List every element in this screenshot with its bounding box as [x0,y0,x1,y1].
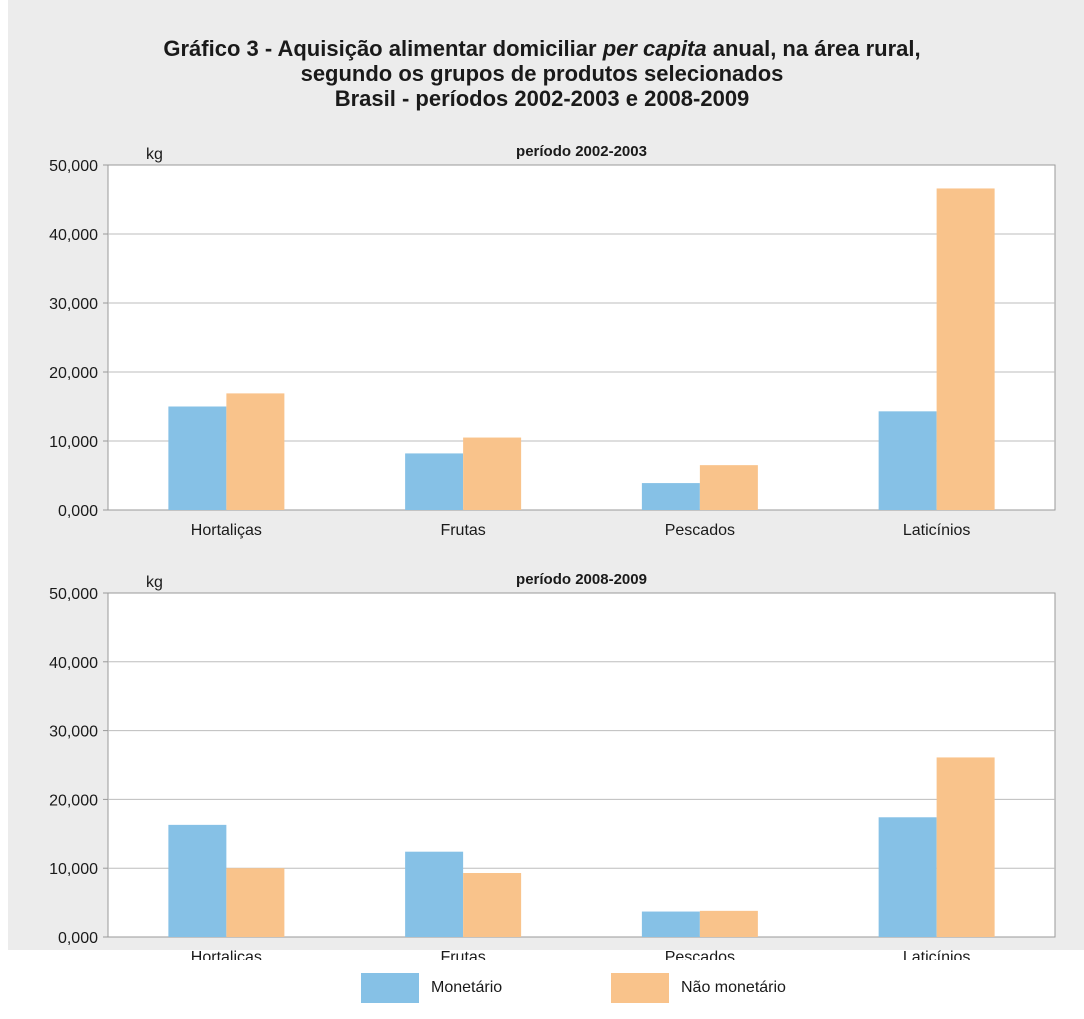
bar-monetario [879,411,937,510]
legend-swatch-monetario [361,973,419,1003]
legend-item-nao-monetario: Não monetário [611,970,786,1006]
x-tick-label: Frutas [440,522,485,539]
bar-monetario [405,453,463,510]
y-tick-label: 0,000 [58,503,98,520]
legend-item-monetario: Monetário [361,970,502,1006]
x-tick-label: Hortaliças [191,949,262,960]
chart-title-2: período 2008-2009 [516,571,647,588]
bar-monetario [642,483,700,510]
y-tick-label: 10,000 [49,861,98,878]
bar-monetario [879,817,937,937]
x-tick-label: Laticínios [903,949,971,960]
y-tick-label: 30,000 [49,296,98,313]
bar-monetario [168,407,226,511]
bar-nao-monetario [937,188,995,510]
bar-nao-monetario [937,757,995,937]
y-axis-unit-label: kg [146,146,163,163]
y-tick-label: 50,000 [49,158,98,175]
bar-monetario [405,852,463,937]
y-tick-label: 0,000 [58,930,98,947]
bar-nao-monetario [700,911,758,937]
bar-nao-monetario [463,873,521,937]
x-tick-label: Hortaliças [191,522,262,539]
legend-label-nao-monetario: Não monetário [681,979,786,997]
bar-nao-monetario [700,465,758,510]
bar-monetario [642,912,700,937]
charts-svg: 0,000 10,000 20,000 30,000 40,000 50,000 kg per… [0,0,1084,960]
x-tick-label: Pescados [665,949,735,960]
bar-nao-monetario [463,438,521,510]
x-tick-label: Frutas [440,949,485,960]
y-tick-label: 40,000 [49,227,98,244]
legend-label-monetario: Monetário [431,979,502,997]
legend-swatch-nao-monetario [611,973,669,1003]
bar-nao-monetario [226,868,284,937]
y-tick-label: 20,000 [49,792,98,809]
y-axis-unit-label: kg [146,574,163,591]
x-tick-label: Pescados [665,522,735,539]
y-tick-label: 50,000 [49,586,98,603]
bar-nao-monetario [226,393,284,510]
y-tick-label: 20,000 [49,365,98,382]
chart-title-1: período 2002-2003 [516,143,647,160]
legend: Monetário Não monetário [0,970,1084,1006]
y-tick-label: 40,000 [49,655,98,672]
y-tick-label: 10,000 [49,434,98,451]
bar-monetario [168,825,226,937]
y-tick-label: 30,000 [49,724,98,741]
x-tick-label: Laticínios [903,522,971,539]
